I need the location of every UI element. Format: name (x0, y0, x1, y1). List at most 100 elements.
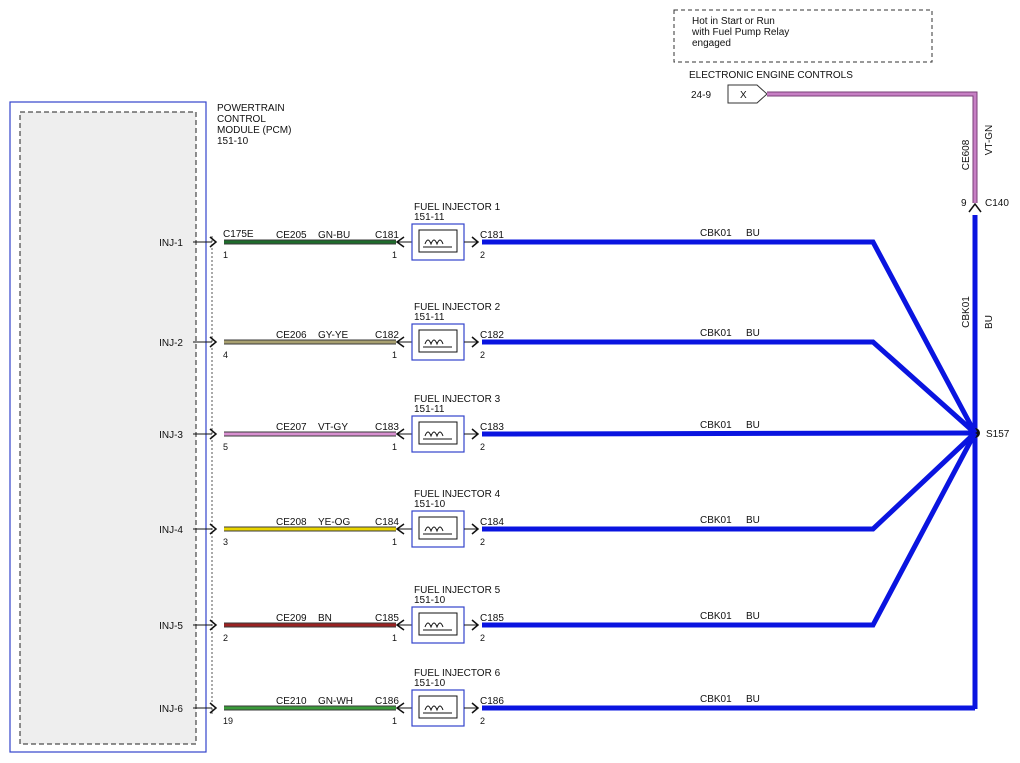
out-color-4: BU (746, 515, 760, 526)
out-circuit-3: CBK01 (700, 420, 732, 431)
pcm-pin-4: 3 (223, 537, 228, 547)
pcm-label-line-4: 151-10 (217, 136, 249, 147)
eec-pin-tag[interactable] (727, 84, 768, 104)
eec-wire-ce608[interactable] (767, 91, 978, 203)
injector-name-1: FUEL INJECTOR 1 (414, 202, 501, 213)
injector-out-pin-1: 2 (480, 250, 485, 260)
wire-cbk01-2[interactable] (482, 339, 977, 435)
bus-circuit-label: CBK01 (961, 296, 972, 328)
injector-coil-icon-3 (423, 431, 452, 440)
wire-color-code-6: GN-WH (318, 696, 353, 707)
injector-in-connector-2: C182 (375, 330, 399, 341)
wire-cbk01-3[interactable] (481, 430, 976, 437)
injector-in-pin-3: 1 (392, 442, 397, 452)
pcm-pin-3: 5 (223, 442, 228, 452)
pcm-connector-icon-1 (209, 236, 218, 248)
injector-in-pin-2: 1 (392, 350, 397, 360)
wire-color-code-1: GN-BU (318, 230, 350, 241)
wire-color-code-5: BN (318, 613, 332, 624)
injector-in-pin-5: 1 (392, 633, 397, 643)
injector-name-5: FUEL INJECTOR 5 (414, 585, 501, 596)
injector-in-connector-4: C184 (375, 517, 399, 528)
pcm-connector-label: C175E (223, 229, 254, 240)
injector-in-pin-1: 1 (392, 250, 397, 260)
eec-wire-color: VT-GN (984, 125, 995, 156)
wire-color-code-3: VT-GY (318, 422, 348, 433)
injector-ref-5: 151-10 (414, 595, 446, 606)
injector-name-6: FUEL INJECTOR 6 (414, 668, 501, 679)
injector-out-connector-4: C184 (480, 517, 504, 528)
wire-circuit-4: CE208 (276, 517, 307, 528)
wire-cbk01-5[interactable] (482, 431, 978, 628)
injector-ref-3: 151-11 (414, 404, 445, 415)
wire-cbk01-1[interactable] (482, 239, 978, 435)
out-circuit-2: CBK01 (700, 328, 732, 339)
out-circuit-6: CBK01 (700, 694, 732, 705)
eec-pin-label: X (740, 90, 747, 101)
pcm-pin-label-3: INJ-3 (159, 430, 183, 441)
eec-ref: 24-9 (691, 90, 711, 101)
pcm-pin-label-1: INJ-1 (159, 238, 183, 249)
wire-circuit-6: CE210 (276, 696, 307, 707)
pcm-pin-6: 19 (223, 716, 233, 726)
injector-out-connector-2: C182 (480, 330, 504, 341)
injector-out-pin-5: 2 (480, 633, 485, 643)
injector-in-pin-6: 1 (392, 716, 397, 726)
injector-coil-icon-4 (423, 526, 452, 535)
injector-out-pin-6: 2 (480, 716, 485, 726)
injector-in-connector-1: C181 (375, 230, 399, 241)
c140-pin: 9 (961, 198, 967, 209)
wire-cbk01-4[interactable] (482, 431, 977, 532)
injector-in-pin-4: 1 (392, 537, 397, 547)
wire-circuit-1: CE205 (276, 230, 307, 241)
injector-coil-icon-6 (423, 705, 452, 714)
injector-out-connector-icon-3 (471, 428, 480, 440)
injector-ref-1: 151-11 (414, 212, 445, 223)
pcm-pin-label-4: INJ-4 (159, 525, 183, 536)
bus-wiring: CBK01 BU S157 (961, 215, 1010, 709)
injector-coil-icon-1 (423, 239, 452, 248)
electronic-engine-controls: ELECTRONIC ENGINE CONTROLS 24-9 X CE608 … (689, 70, 1009, 213)
pcm-pin-2: 4 (223, 350, 228, 360)
injector-out-connector-icon-2 (471, 336, 480, 348)
injector-out-connector-3: C183 (480, 422, 504, 433)
out-color-5: BU (746, 611, 760, 622)
power-note: Hot in Start or Run with Fuel Pump Relay… (673, 9, 933, 63)
pcm-pin-label-5: INJ-5 (159, 621, 183, 632)
out-color-2: BU (746, 328, 760, 339)
eec-wire-circuit: CE608 (961, 139, 972, 170)
injector-out-pin-2: 2 (480, 350, 485, 360)
bus-color-label: BU (984, 315, 995, 329)
wire-circuit-3: CE207 (276, 422, 307, 433)
injector-coil-icon-2 (423, 339, 452, 348)
wire-color-code-4: YE-OG (318, 517, 350, 528)
power-note-line-2: with Fuel Pump Relay (691, 27, 789, 38)
pcm-connector-icon-2 (209, 336, 218, 348)
eec-wire-ce608-inner (767, 92, 977, 203)
pcm-pin-label-6: INJ-6 (159, 704, 183, 715)
out-circuit-1: CBK01 (700, 228, 732, 239)
injector-out-connector-icon-1 (471, 236, 480, 248)
injector-out-connector-1: C181 (480, 230, 504, 241)
pcm-connector-icon-6 (209, 702, 218, 714)
injector-out-connector-icon-6 (471, 702, 480, 714)
injector-out-pin-4: 2 (480, 537, 485, 547)
injector-coil-icon-5 (423, 622, 452, 631)
injector-out-connector-5: C185 (480, 613, 504, 624)
power-note-line-3: engaged (692, 38, 731, 49)
out-circuit-5: CBK01 (700, 611, 732, 622)
injector-out-connector-icon-4 (471, 523, 480, 535)
pcm-label-line-2: CONTROL (217, 114, 266, 125)
pcm-inner-box (19, 111, 197, 745)
out-color-6: BU (746, 694, 760, 705)
injector-in-connector-3: C183 (375, 422, 399, 433)
wire-color-code-2: GY-YE (318, 330, 349, 341)
wire-circuit-5: CE209 (276, 613, 307, 624)
pcm-label-line-1: POWERTRAIN (217, 103, 285, 114)
pcm-label-line-3: MODULE (PCM) (217, 125, 291, 136)
eec-title: ELECTRONIC ENGINE CONTROLS (689, 70, 853, 81)
pcm-pin-1: 1 (223, 250, 228, 260)
injector-name-3: FUEL INJECTOR 3 (414, 394, 501, 405)
